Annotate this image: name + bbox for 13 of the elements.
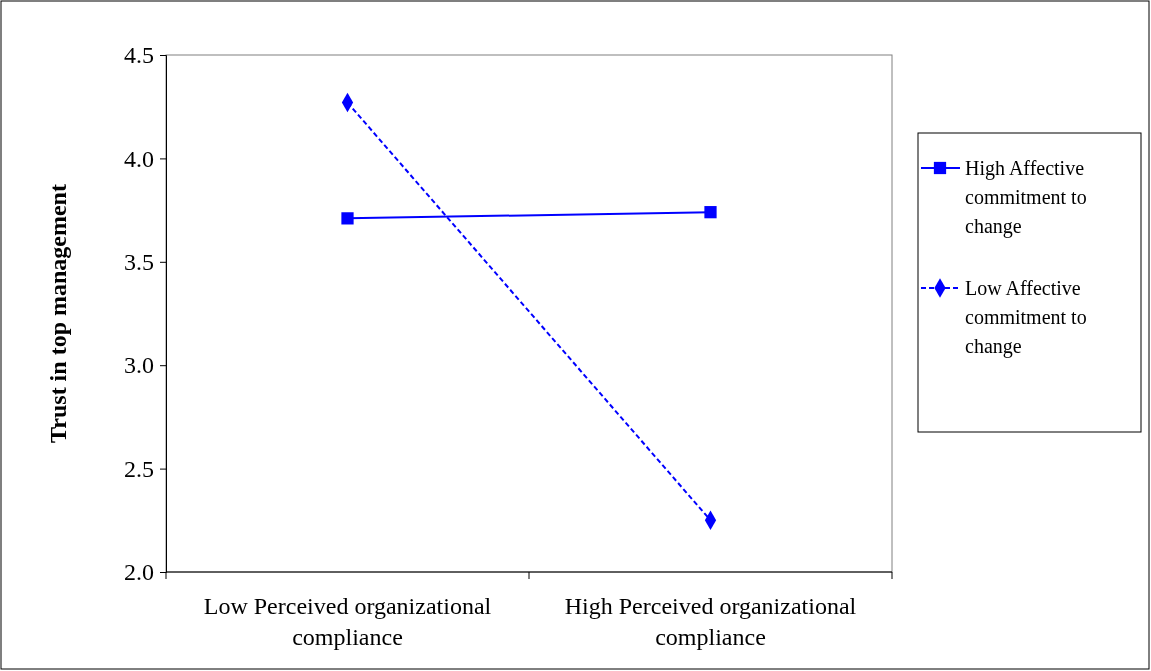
y-tick-label: 2.5 bbox=[124, 455, 154, 482]
y-tick-label: 2.0 bbox=[124, 559, 154, 586]
y-tick-label: 4.0 bbox=[124, 145, 154, 172]
y-tick-label: 4.5 bbox=[124, 42, 154, 69]
point bbox=[704, 206, 717, 219]
y-tick-label: 3.5 bbox=[124, 248, 154, 275]
y-axis-title: Trust in top management bbox=[45, 184, 71, 443]
point bbox=[341, 212, 354, 225]
x-tick-label: High Perceived organizational compliance bbox=[564, 593, 857, 650]
legend-label: Low Affective commitment to change bbox=[965, 277, 1087, 358]
legend-label: High Affective commitment to change bbox=[965, 157, 1087, 238]
x-tick-label: Low Perceived organizational compliance bbox=[203, 593, 492, 650]
y-tick-label: 3.0 bbox=[124, 352, 154, 379]
